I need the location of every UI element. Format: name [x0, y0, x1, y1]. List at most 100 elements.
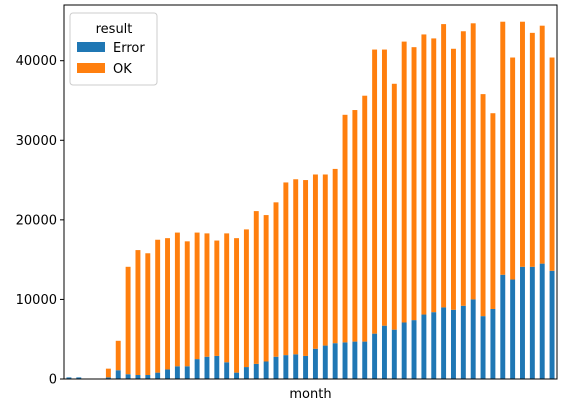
bar-ok-14 — [204, 233, 210, 357]
bar-error-31 — [372, 333, 378, 379]
bar-error-20 — [263, 361, 269, 379]
y-tick-label-0: 0 — [49, 373, 57, 388]
bar-error-21 — [273, 356, 279, 379]
bar-ok-33 — [391, 83, 397, 330]
bar-ok-10 — [165, 238, 170, 370]
bar-ok-39 — [451, 48, 456, 310]
bar-error-34 — [401, 322, 407, 379]
bar-ok-49 — [549, 57, 555, 271]
bar-error-18 — [243, 367, 249, 379]
bar-error-6 — [125, 374, 131, 379]
axes-layer: 0 10000 20000 30000 40000 — [16, 4, 558, 388]
bar-ok-21 — [273, 202, 279, 357]
y-tick-label-2: 20000 — [16, 213, 57, 228]
bar-error-25 — [312, 348, 318, 379]
bar-error-49 — [549, 270, 555, 379]
bar-ok-12 — [184, 241, 190, 367]
bar-ok-31 — [372, 49, 378, 334]
bar-error-42 — [480, 316, 486, 379]
bar-error-26 — [322, 345, 328, 379]
bar-ok-46 — [520, 21, 525, 267]
bar-ok-45 — [510, 57, 516, 280]
bar-ok-27 — [332, 168, 338, 344]
bar-ok-28 — [342, 114, 348, 343]
bar-error-27 — [332, 343, 338, 379]
bar-ok-30 — [362, 95, 368, 342]
bar-ok-25 — [312, 174, 318, 349]
bar-ok-44 — [500, 21, 506, 275]
x-axis-label: month — [289, 387, 331, 402]
bar-error-5 — [115, 370, 121, 379]
bar-error-43 — [490, 308, 496, 379]
bar-error-16 — [224, 362, 230, 379]
bar-error-30 — [362, 341, 368, 379]
bar-error-48 — [539, 263, 545, 379]
bar-ok-40 — [460, 31, 466, 306]
bar-error-44 — [500, 274, 506, 379]
bar-ok-24 — [303, 180, 309, 356]
bar-ok-36 — [421, 34, 427, 315]
bar-ok-23 — [293, 179, 299, 355]
bar-error-23 — [293, 354, 299, 379]
bar-error-32 — [381, 325, 387, 379]
bar-ok-4 — [105, 368, 111, 378]
bar-error-36 — [421, 314, 427, 379]
bar-ok-17 — [234, 238, 240, 373]
bar-error-29 — [352, 341, 358, 379]
bar-ok-47 — [529, 32, 535, 267]
bar-ok-42 — [480, 94, 486, 317]
bar-ok-32 — [381, 49, 387, 326]
y-tick-label-3: 30000 — [16, 134, 57, 149]
bar-error-11 — [174, 366, 180, 379]
bar-error-12 — [184, 366, 190, 379]
bar-error-35 — [411, 320, 417, 379]
bar-error-0 — [66, 377, 72, 379]
legend-swatch-ok — [77, 63, 105, 73]
bar-ok-5 — [115, 340, 121, 371]
bar-ok-9 — [155, 239, 161, 373]
bar-error-28 — [342, 342, 348, 379]
bar-ok-41 — [470, 23, 476, 300]
bar-error-40 — [460, 305, 466, 379]
legend-label-error: Error — [113, 41, 145, 56]
legend-label-ok: OK — [113, 62, 132, 77]
bar-ok-20 — [263, 215, 269, 362]
bar-error-9 — [155, 372, 161, 379]
legend: result Error OK — [69, 12, 158, 86]
bar-error-39 — [451, 309, 456, 379]
bar-ok-22 — [283, 182, 289, 356]
y-tick-label-1: 10000 — [16, 293, 57, 308]
bar-error-38 — [441, 307, 447, 379]
bar-error-1 — [76, 377, 82, 379]
bar-ok-26 — [322, 174, 328, 346]
bar-error-47 — [529, 266, 535, 379]
bar-error-19 — [253, 363, 259, 379]
bar-error-37 — [431, 312, 437, 379]
bar-ok-15 — [214, 240, 220, 356]
y-tick-label-4: 40000 — [16, 54, 57, 69]
bar-ok-8 — [145, 253, 151, 376]
bar-ok-13 — [194, 232, 200, 360]
bar-ok-34 — [401, 41, 407, 323]
bar-ok-18 — [243, 229, 249, 368]
bar-error-41 — [470, 299, 476, 379]
bar-error-8 — [145, 375, 151, 379]
bar-error-45 — [510, 279, 516, 379]
bar-ok-16 — [224, 233, 230, 363]
bar-error-46 — [520, 266, 525, 379]
legend-title: result — [96, 22, 133, 37]
bar-error-10 — [165, 369, 170, 379]
bar-error-24 — [303, 355, 309, 379]
bars-layer — [66, 21, 555, 379]
bar-ok-38 — [441, 24, 447, 308]
bar-error-13 — [194, 359, 200, 379]
bar-error-17 — [234, 372, 240, 379]
bar-ok-19 — [253, 211, 259, 364]
bar-ok-37 — [431, 38, 437, 313]
bar-error-7 — [135, 375, 141, 379]
bar-ok-43 — [490, 113, 496, 309]
bar-ok-35 — [411, 47, 417, 321]
bar-error-4 — [105, 377, 111, 379]
